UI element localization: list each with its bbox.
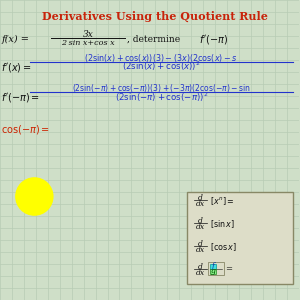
Text: 3x: 3x (83, 30, 94, 39)
Text: $( 2\sin(x)+\cos(x) )^2$: $( 2\sin(x)+\cos(x) )^2$ (122, 60, 201, 73)
Text: f: f (212, 262, 214, 270)
FancyBboxPatch shape (210, 264, 216, 269)
Text: Derivatives Using the Quotient Rule: Derivatives Using the Quotient Rule (42, 11, 268, 22)
Text: dx: dx (196, 200, 205, 208)
Text: d: d (198, 263, 203, 271)
Text: $( 2\sin(-\pi)+\cos(-\pi) )^2$: $( 2\sin(-\pi)+\cos(-\pi) )^2$ (115, 91, 208, 104)
Text: 2 sin x+cos x: 2 sin x+cos x (61, 39, 115, 47)
Text: d: d (198, 194, 203, 202)
FancyBboxPatch shape (187, 192, 293, 284)
Circle shape (16, 178, 53, 215)
Text: , determine: , determine (127, 34, 180, 43)
FancyBboxPatch shape (208, 262, 224, 275)
Text: $(2\sin(x)+\cos(x))(3)-(3x)(2\cos(x)-s$: $(2\sin(x)+\cos(x))(3)-(3x)(2\cos(x)-s$ (84, 52, 238, 64)
Text: $[\cos x]$: $[\cos x]$ (210, 241, 237, 253)
Text: $[\sin x]$: $[\sin x]$ (210, 218, 235, 230)
FancyBboxPatch shape (210, 269, 216, 274)
Text: $f'(x) =$: $f'(x) =$ (2, 61, 32, 74)
Text: g: g (211, 268, 215, 275)
Text: $f'(-\pi) =$: $f'(-\pi) =$ (2, 91, 40, 104)
Text: $(2\sin(-\pi)+\cos(-\pi))(3)+(-3\pi)(2\cos(-\pi)-\sin$: $(2\sin(-\pi)+\cos(-\pi))(3)+(-3\pi)(2\c… (72, 82, 251, 94)
Text: d: d (198, 217, 203, 225)
Text: f(x) =: f(x) = (2, 34, 29, 43)
Text: d: d (198, 240, 203, 248)
Text: $f'(-\pi)$: $f'(-\pi)$ (199, 32, 228, 46)
Text: $\cos(-\pi) =$: $\cos(-\pi) =$ (2, 122, 51, 136)
Text: =: = (225, 266, 232, 274)
Text: dx: dx (196, 269, 205, 277)
Text: dx: dx (196, 223, 205, 231)
Text: dx: dx (196, 246, 205, 254)
Text: $[x^n] =$: $[x^n] =$ (210, 195, 234, 207)
